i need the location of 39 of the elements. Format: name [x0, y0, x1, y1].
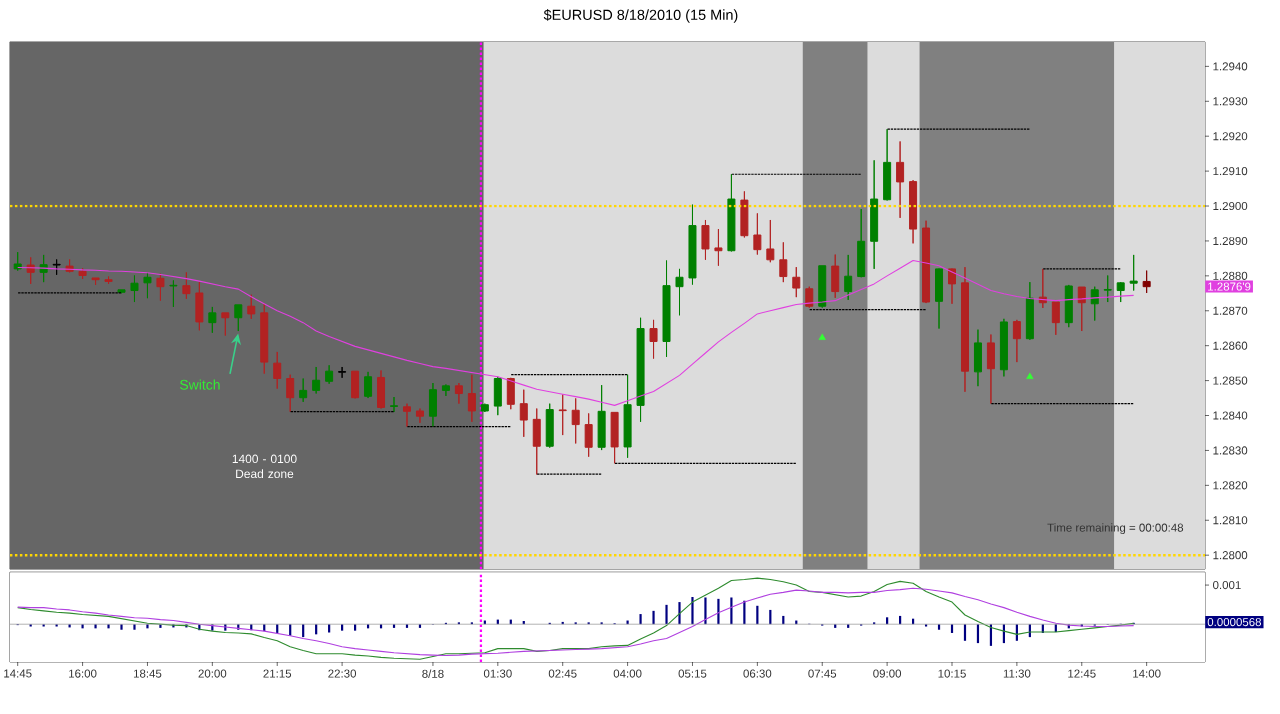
y-tick-label: 1.2840	[1213, 411, 1248, 420]
y-tick-label: 1.2810	[1213, 516, 1248, 525]
y-tick-label: 1.2800	[1213, 551, 1248, 560]
x-tick-label: 21:15	[263, 669, 292, 678]
y-tick-label: 1.2890	[1213, 236, 1248, 246]
y-tick-label: 1.2900	[1213, 201, 1248, 211]
x-tick-label: 8/18	[422, 669, 444, 678]
x-tick-label: 06:30	[743, 669, 772, 678]
x-tick-label: 20:00	[198, 669, 227, 678]
x-tick-label: 11:30	[1003, 669, 1031, 678]
annotation: Switch	[179, 379, 220, 390]
y-tick-label: 1.2880	[1213, 271, 1248, 280]
y-tick-label: 1.2940	[1213, 62, 1248, 71]
x-tick-label: 14:45	[4, 669, 32, 678]
y-tick-label: 1.2830	[1213, 446, 1248, 455]
annotation: 1400 - 0100 Dead zone	[232, 454, 297, 479]
x-tick-label: 14:00	[1133, 669, 1161, 678]
y-tick-label: 1.2930	[1213, 97, 1248, 106]
x-tick-label: 04:00	[613, 669, 642, 678]
y-tick-label: 1.2860	[1213, 341, 1248, 350]
x-tick-label: 10:15	[938, 669, 966, 678]
text: 0.001	[1213, 581, 1241, 590]
x-tick-label: 05:15	[678, 669, 707, 678]
x-tick-label: 16:00	[69, 669, 97, 678]
x-tick-label: 22:30	[328, 669, 357, 678]
x-tick-label: 02:45	[548, 669, 577, 678]
x-tick-label: 07:45	[808, 669, 837, 678]
x-tick-label: 12:45	[1068, 669, 1096, 678]
y-tick-label: 1.2920	[1213, 132, 1248, 141]
chart-title: $EURUSD 8/18/2010 (15 Min)	[543, 9, 738, 23]
x-tick-label: 09:00	[873, 669, 902, 678]
y-tick-label: 1.2870	[1213, 306, 1248, 315]
text: 1.2876'9	[1208, 282, 1251, 291]
y-tick-label: 1.2850	[1213, 376, 1248, 385]
y-tick-label: 1.2910	[1213, 167, 1248, 176]
x-tick-label: 01:30	[483, 669, 512, 678]
x-tick-label: 18:45	[133, 669, 162, 678]
text: 0.0000568	[1207, 618, 1262, 627]
y-tick-label: 1.2820	[1213, 481, 1248, 490]
